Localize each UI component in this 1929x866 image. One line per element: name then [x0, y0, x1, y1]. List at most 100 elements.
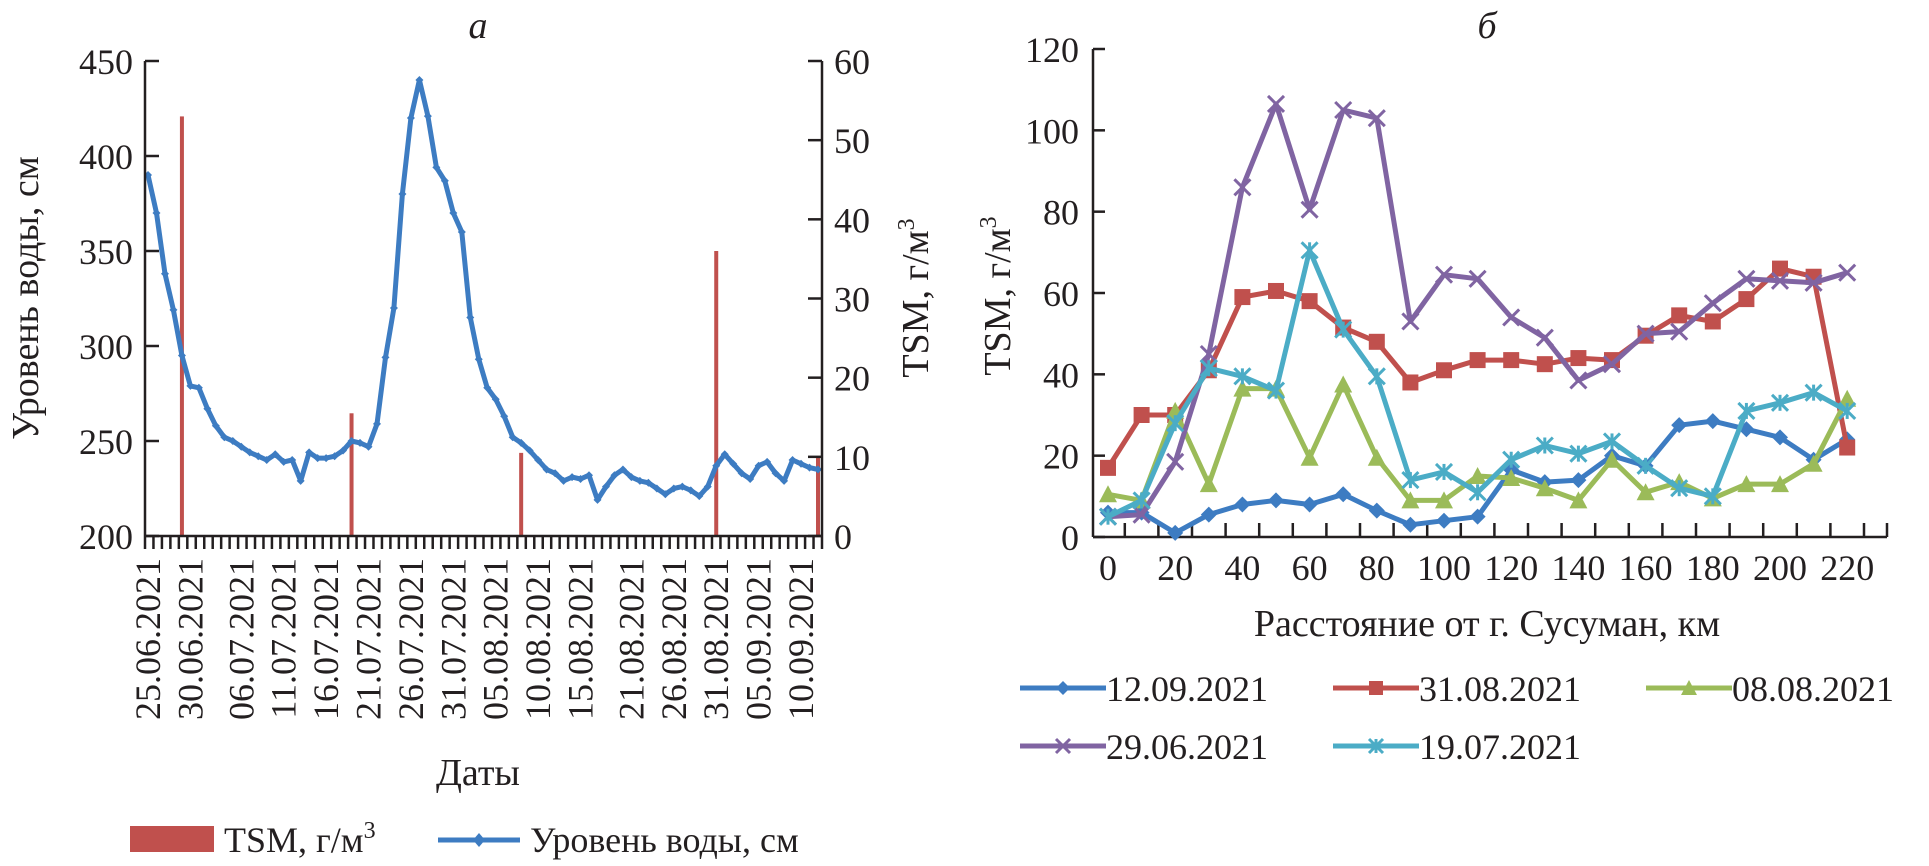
- water-level-point: [729, 459, 738, 468]
- x-marker: [1737, 269, 1756, 288]
- legend-label: 12.09.2021: [1106, 669, 1268, 709]
- date-tick-label: 05.08.2021: [476, 558, 516, 720]
- panel-b-x-tick-label: 120: [1484, 548, 1538, 588]
- water-level-point: [381, 353, 390, 362]
- water-level-point: [720, 450, 729, 459]
- x-marker: [1838, 263, 1857, 282]
- triangle-marker: [1233, 379, 1252, 397]
- panel-b-x-tick-label: 100: [1417, 548, 1471, 588]
- star-marker: [1199, 359, 1218, 378]
- triangle-marker: [1468, 467, 1487, 484]
- triangle-marker: [1502, 469, 1521, 487]
- water-level-point: [449, 209, 458, 217]
- x-marker: [1804, 273, 1823, 292]
- date-tick-label: 15.08.2021: [561, 558, 601, 720]
- x-marker-stroke: [1737, 269, 1756, 288]
- x-marker-stroke: [1401, 312, 1420, 331]
- water-level-point: [203, 404, 212, 413]
- triangle-marker: [1681, 680, 1697, 695]
- water-level-point: [644, 478, 653, 487]
- star-marker: [1098, 507, 1118, 526]
- triangle-marker: [1401, 491, 1420, 509]
- panel-b-x-tick-label: 220: [1820, 548, 1874, 588]
- panel-b-y-tick-label: 120: [1025, 30, 1079, 70]
- x-marker: [1569, 371, 1588, 390]
- diamond-marker: [1335, 486, 1352, 503]
- water-level-point: [652, 484, 661, 493]
- right-y-tick-label: 50: [834, 121, 870, 161]
- diamond-marker: [1469, 508, 1486, 525]
- water-level-point: [678, 482, 687, 491]
- water-level-point: [160, 269, 169, 278]
- date-tick-label: 05.09.2021: [739, 558, 779, 720]
- x-marker-stroke: [1703, 294, 1722, 313]
- water-level-point: [152, 209, 161, 217]
- legend-item: 29.06.2021: [1020, 727, 1268, 767]
- star-marker: [1367, 737, 1385, 755]
- water-level-point: [585, 471, 594, 480]
- x-marker: [1602, 355, 1622, 374]
- panel-a-axes: [143, 59, 824, 549]
- water-level-point: [635, 476, 644, 485]
- date-tick-label: 10.09.2021: [781, 558, 821, 720]
- water-level-point: [568, 473, 577, 482]
- water-level-point: [610, 471, 619, 480]
- x-marker-stroke: [1804, 273, 1823, 292]
- x-marker: [1233, 178, 1252, 197]
- diamond-marker: [1301, 496, 1318, 513]
- water-level-point: [415, 76, 424, 84]
- panel-b-y-tick-label: 80: [1043, 193, 1079, 233]
- panel-b-x-axis-label: Расстояние от г. Сусуман, км: [1254, 603, 1720, 645]
- triangle-marker: [1737, 475, 1756, 493]
- panel-b-y-tick-label: 60: [1043, 274, 1079, 314]
- x-marker: [1401, 312, 1420, 331]
- water-level-point: [686, 486, 695, 495]
- star-marker: [1132, 491, 1151, 510]
- water-level-point: [491, 395, 500, 404]
- star-marker: [1569, 444, 1588, 463]
- x-marker: [1054, 737, 1072, 755]
- star-marker: [1737, 401, 1756, 420]
- water-level-point: [339, 446, 348, 455]
- star-marker: [1804, 383, 1823, 402]
- water-level-point: [474, 355, 483, 364]
- water-level-point: [406, 114, 415, 122]
- panel-b-x-tick-label: 180: [1686, 548, 1740, 588]
- water-level-point: [254, 452, 263, 461]
- x-marker-stroke: [1132, 505, 1151, 524]
- water-level-point: [466, 313, 475, 322]
- star-marker: [1367, 367, 1386, 386]
- triangle-marker: [1771, 475, 1789, 493]
- panel-b-x-tick-labels: 0 20 40 60 80 100 120 140 160 180 200 220: [1099, 548, 1874, 588]
- water-level-point: [669, 484, 678, 493]
- panel-b-x-tick-label: 0: [1099, 548, 1117, 588]
- water-level-point: [457, 228, 466, 236]
- star-marker: [1703, 487, 1722, 506]
- x-marker: [1770, 271, 1790, 290]
- panel-a-water-level-chart: а 200 250 300 350 400 450 0 10 20 30 40 50 60 25.06…: [5, 5, 937, 860]
- water-level-point: [347, 437, 356, 445]
- date-tick-label: 21.07.2021: [349, 558, 389, 720]
- square-marker: [1704, 313, 1721, 330]
- star-marker: [1602, 432, 1622, 451]
- x-marker: [1502, 308, 1521, 327]
- water-level-point: [737, 469, 746, 478]
- triangle-marker: [1300, 448, 1319, 466]
- legend-label: 19.07.2021: [1419, 727, 1581, 767]
- tsm-bar: [349, 413, 354, 536]
- water-level-point: [517, 438, 526, 447]
- right-y-tick-label: 20: [834, 359, 870, 399]
- diamond-marker: [1200, 506, 1217, 523]
- x-marker-stroke: [1367, 109, 1386, 128]
- x-marker: [1434, 265, 1454, 284]
- square-marker: [1839, 439, 1856, 456]
- date-tick-label: 26.07.2021: [391, 558, 431, 720]
- water-level-point: [440, 176, 449, 185]
- date-tick-label: 06.07.2021: [221, 558, 261, 720]
- water-level-point: [279, 457, 288, 466]
- x-marker-stroke: [1300, 200, 1319, 219]
- panel-b-y-tick-label: 100: [1025, 111, 1079, 151]
- legend-label: 08.08.2021: [1732, 669, 1894, 709]
- x-marker: [1300, 200, 1319, 219]
- x-marker-stroke: [1569, 371, 1588, 390]
